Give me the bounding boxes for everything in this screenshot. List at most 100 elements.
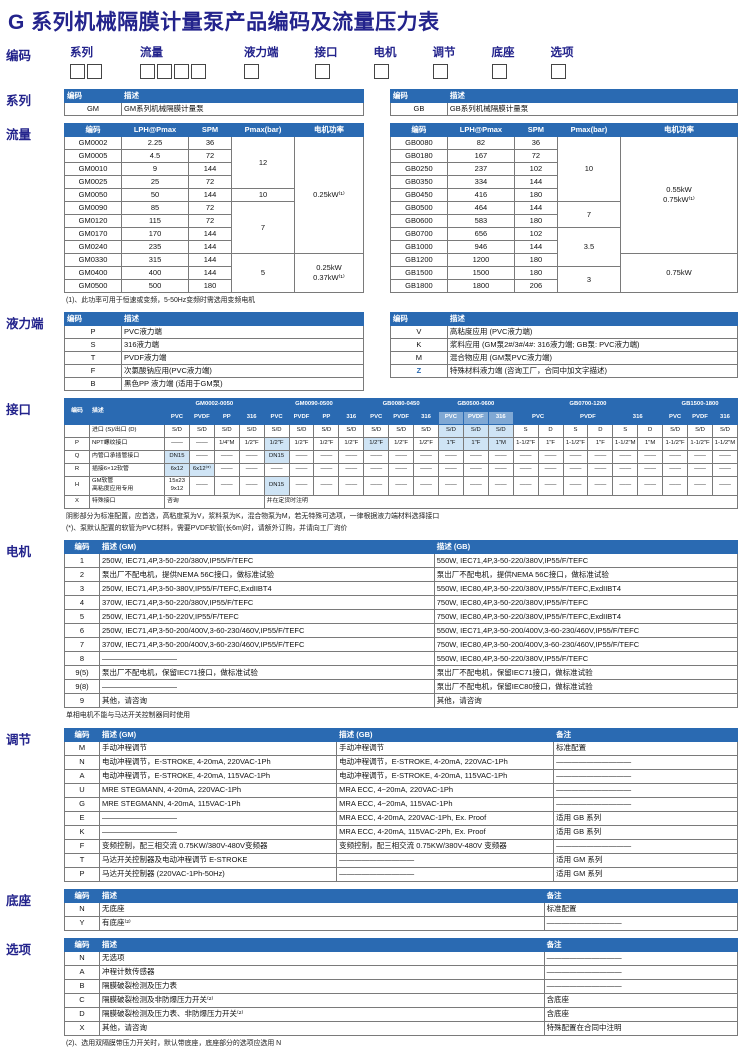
cell: GM软管 高粘度应用专用	[89, 476, 165, 496]
cell: ——	[711, 463, 739, 478]
cell: ——	[662, 476, 689, 496]
table-row: 6 250W, IEC71,4P,3-50-200/400V,3-60-230/4…	[64, 623, 739, 639]
cell: ——	[338, 476, 365, 496]
cell: 180	[513, 266, 558, 280]
cell: N	[64, 950, 100, 966]
code-box	[244, 64, 259, 79]
cell: 144	[188, 266, 232, 280]
code-box	[157, 64, 172, 79]
cell: 946	[446, 240, 515, 254]
cell: 144	[513, 175, 558, 189]
cell: 550W, IEC71,4P,3-50-220/380V,IP55/F/TEFC	[433, 553, 739, 569]
cell: 170	[121, 227, 189, 241]
cell: 72	[188, 149, 232, 163]
cell: ——————————	[543, 950, 739, 966]
interface-table: 编码 描述 GM0002-0050 GM0090-0500 GB0080-0450 GB0…	[64, 398, 739, 509]
table-row: T 马达开关控制器及电动冲程调节 E-STROKE —————————— 适用 GM …	[64, 852, 738, 868]
table-row: 9(5) 泵出厂不配电机，保留IEC71接口，做标准试验 泵出厂不配电机，保留IEC…	[64, 665, 739, 681]
header-cell: 描述	[446, 89, 739, 103]
cell: 次氯酸钠应用(PVC液力端)	[121, 364, 364, 379]
cell: S/D	[288, 424, 315, 439]
cell: 特殊材料液力端 (咨询工厂，合同中加文字描述)	[446, 364, 739, 379]
cell: 72	[513, 149, 558, 163]
cell: GB0450	[389, 188, 448, 202]
cell: 144	[188, 240, 232, 254]
cell: 237	[446, 162, 515, 176]
cell: 浆料应用 (GM泵2#/3#/4#: 316液力端; GB泵: PVC液力端)	[446, 338, 739, 353]
flow-section: 流量 编码 LPH@Pmax SPM Pmax(bar) 电机功率 GM0002 2.25 3…	[6, 123, 739, 305]
cell: 泵出厂不配电机，提供NEMA 56C接口，做标准试验	[433, 567, 739, 583]
flow-gb-table: 编码 LPH@Pmax SPM Pmax(bar) 电机功率 GB0080 82 36 10 0.…	[389, 123, 739, 293]
cell: 550W, IEC80,4P,3-50-220/380V,IP55/F/TEFC	[433, 651, 739, 667]
cell: 8	[64, 651, 100, 667]
table-row: 5 250W, IEC71,4P,1-50-220V,IP55/F/TEFC 750…	[64, 609, 739, 625]
cell: 2.25	[121, 136, 189, 150]
header-cell: 描述	[89, 398, 165, 426]
cell: ——	[437, 463, 464, 478]
cell: 316液力端	[121, 338, 364, 353]
table-row: 编码 LPH@Pmax SPM Pmax(bar) 电机功率	[389, 123, 739, 137]
header-cell: PVDF	[188, 411, 215, 426]
cell: MRA ECC, 4-20mA, 115VAC-2Ph, Ex. Proof	[336, 824, 555, 840]
cell: 其他，请咨询	[433, 693, 739, 709]
header-cell: PVC	[662, 411, 689, 426]
cell: 750W, IEC80,4P,3-50-220/380V,IP55/F/TEFC…	[433, 609, 739, 625]
table-row: GM0400 400 144	[64, 266, 364, 280]
cell: MRE STEGMANN, 4-20mA, 220VAC-1Ph	[98, 782, 338, 798]
cell: GB1000	[389, 240, 448, 254]
cell: ——	[188, 476, 215, 496]
header-cell: 描述 (GB)	[336, 727, 555, 742]
header-cell: 描述	[99, 888, 545, 903]
header-cell: 编码	[389, 312, 448, 327]
table-row: GB0600 583 180	[389, 214, 737, 228]
header-cell: 描述	[121, 312, 364, 327]
cell: ——	[562, 476, 589, 496]
cell: 标准配置	[543, 901, 739, 917]
header-cell: 316	[413, 411, 439, 426]
cell: 3	[64, 581, 100, 597]
cell: S	[562, 424, 589, 439]
table-row: V 高粘度应用 (PVC液力端)	[389, 325, 739, 340]
table-row: M 混合物应用 (GM泵PVC液力端)	[389, 351, 739, 366]
table-row: H GM软管 高粘度应用专用 15x23 9x12 —— —— —— DN15 —— —— —— —…	[64, 476, 739, 496]
coding-group-series: 系列	[70, 44, 104, 79]
table-row: 编码 描述	[389, 312, 739, 327]
cell: ——	[537, 476, 564, 496]
header-cell: PVDF	[462, 411, 489, 426]
cell: GB0180	[389, 149, 448, 163]
table-row: 9 其他，请咨询 其他，请咨询	[64, 693, 739, 709]
cell: ——	[338, 463, 365, 478]
cell: GM0002	[64, 136, 122, 150]
coding-section: 编码 系列 流量 液力端 接口 电机 调节	[6, 44, 738, 79]
cell: ——	[612, 450, 639, 465]
table-row: D 隔膜破裂检测及压力表、非防爆压力开关⁽²⁾ 含底座	[64, 1006, 739, 1022]
cell: ——————————	[553, 768, 738, 784]
table-row: N 无底座 标准配置	[64, 901, 739, 917]
table-row: GB1500 1500 180 3	[389, 266, 737, 293]
table-row: GM0005 4.5 72	[64, 149, 364, 163]
cell: ——	[662, 450, 689, 465]
header-cell: 编码	[64, 312, 122, 327]
cell: 0.25kW⁽¹⁾	[294, 136, 364, 254]
table-row: C 隔膜破裂检测及非防爆压力开关⁽²⁾ 含底座	[64, 992, 739, 1008]
cell: ——	[388, 476, 415, 496]
cell: 0.25kW 0.37kW⁽¹⁾	[294, 253, 364, 293]
cell: B	[64, 978, 100, 994]
cell: S	[612, 424, 639, 439]
cell: DN15	[263, 476, 290, 496]
table-row: 编码 描述	[389, 89, 739, 103]
cell: 1/4"M	[213, 437, 240, 452]
cell: ——	[662, 463, 689, 478]
liquid-end-left-table: 编码 描述 P PVC液力端 S 316液力端 T PVDF液力端 F 次氯酸钠应用(PVC液力端…	[64, 312, 364, 392]
cell: 7	[64, 637, 100, 653]
header-cell: 316	[711, 411, 739, 426]
adjust-table: 编码 描述 (GM) 描述 (GB) 备注 M 手动冲程调节 手动冲程调节 标准配置 N 电动冲程…	[64, 727, 738, 882]
liquid-end-section-label: 液力端	[6, 317, 44, 332]
cell: 144	[188, 162, 232, 176]
table-row: F 次氯酸钠应用(PVC液力端)	[64, 364, 364, 379]
cell: 144	[513, 201, 558, 215]
cell: ——	[637, 463, 664, 478]
cell: 含底座	[543, 992, 739, 1008]
code-box	[174, 64, 189, 79]
cell: 适用 GM 系列	[553, 866, 738, 882]
